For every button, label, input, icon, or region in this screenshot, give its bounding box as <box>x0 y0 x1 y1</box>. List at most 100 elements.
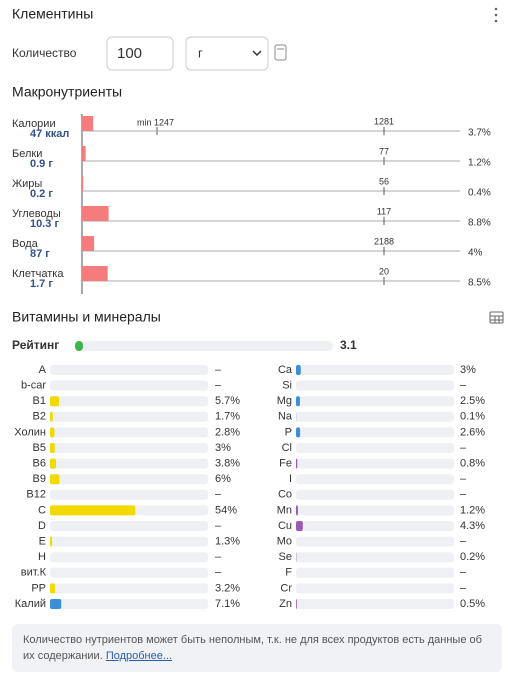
macros-title: Макронутриенты <box>12 84 122 100</box>
nutrient-value: 1.2% <box>460 504 485 516</box>
nutrient-name: Mg <box>277 395 292 407</box>
nutrient-value: 54% <box>215 504 237 516</box>
macro-name: Клетчатка <box>12 268 64 280</box>
norm-label: 2188 <box>374 236 394 246</box>
nutrient-name: Fe <box>279 458 292 470</box>
macro-amount: 10.3 г <box>30 218 59 230</box>
nutrient-track <box>296 567 454 578</box>
nutrient-value: – <box>460 489 467 501</box>
nutrient-name: D <box>38 520 46 532</box>
macro-amount: 47 ккал <box>30 128 69 140</box>
nutrient-name: H <box>38 551 46 563</box>
nutrient-bar <box>50 427 55 438</box>
nutrient-track <box>296 411 454 422</box>
macro-bar <box>82 266 108 281</box>
menu[interactable] <box>494 7 498 23</box>
nutrient-track <box>296 427 454 438</box>
unit-select[interactable] <box>185 36 269 71</box>
nutrient-bar <box>296 365 301 375</box>
nutrient-value: 7.1% <box>215 598 240 610</box>
nutrient-bar <box>50 458 57 469</box>
min-label: min 1247 <box>137 117 174 127</box>
nutrient-track <box>50 567 208 578</box>
nutrient-name: Cl <box>282 442 292 454</box>
nutrient-bar <box>296 427 301 438</box>
nutrient-value: 0.2% <box>460 551 485 563</box>
nutrient-name: Холин <box>14 426 46 438</box>
nutrient-bar <box>50 474 60 485</box>
macro-percent: 8.5% <box>468 278 491 289</box>
nutrient-track <box>296 489 454 500</box>
nutrient-value: – <box>215 567 222 579</box>
norm-label: 117 <box>377 206 391 216</box>
nutrient-bar <box>50 536 53 547</box>
nutrient-name: Mn <box>277 504 292 516</box>
nutrient-value: – <box>215 489 222 501</box>
nutrient-track <box>296 521 454 531</box>
nutrient-value: 2.5% <box>460 395 485 407</box>
nutrient-value: – <box>460 582 467 594</box>
nutrient-track <box>50 443 208 453</box>
calculator[interactable] <box>274 44 287 61</box>
notice-text: Количество нутриентов может быть неполны… <box>23 634 482 662</box>
nutrient-track <box>50 552 208 563</box>
nutrient-value: 0.8% <box>460 458 485 470</box>
nutrient-bar <box>296 505 298 516</box>
macro-percent: 8.8% <box>468 218 491 229</box>
nutrient-value: – <box>215 520 222 532</box>
more-link[interactable]: Подробнее... <box>105 650 173 662</box>
quantity-input[interactable] <box>106 36 174 71</box>
macro-percent: 1.2% <box>468 158 491 169</box>
macro-name: Жиры <box>12 178 42 190</box>
nutrient-track <box>50 411 208 422</box>
nutrient-value: 6% <box>215 473 231 485</box>
nutrient-bar <box>296 599 297 609</box>
nutrient-value: 2.8% <box>215 426 240 438</box>
nutrient-track <box>50 521 208 531</box>
nutrient-name: Калий <box>15 598 46 610</box>
nutrient-track <box>296 380 454 391</box>
nutrient-name: F <box>285 567 292 579</box>
table-icon[interactable] <box>489 311 504 324</box>
nutrient-name: A <box>39 364 47 376</box>
macro-name: Калории <box>12 118 56 130</box>
macro-bar <box>82 236 95 251</box>
nutrient-name: Se <box>279 551 292 563</box>
macro-name: Углеводы <box>12 208 61 220</box>
macro-percent: 4% <box>468 248 483 259</box>
nutrient-track <box>50 427 208 438</box>
nutrient-track <box>50 536 208 547</box>
nutrient-track <box>50 396 208 407</box>
nutrient-track <box>50 365 208 375</box>
macro-bar <box>82 116 94 131</box>
rating-label: Рейтинг <box>12 338 59 352</box>
unit-value: г <box>198 45 203 60</box>
rating-track <box>75 341 333 351</box>
nutrient-name: Si <box>282 380 292 392</box>
nutrient-name: Cu <box>278 520 292 532</box>
nutrient-name: Mo <box>277 536 292 548</box>
nutrient-bar <box>50 505 136 516</box>
nutrient-value: 3% <box>460 364 476 376</box>
nutrient-name: P <box>285 426 292 438</box>
nutrient-bar <box>296 458 298 469</box>
norm-label: 56 <box>379 176 389 186</box>
nutrient-bar <box>50 396 60 407</box>
nutrient-track <box>296 365 454 375</box>
nutrient-track <box>296 396 454 407</box>
nutrient-name: Na <box>278 411 293 423</box>
nutrient-value: 5.7% <box>215 395 240 407</box>
macro-bar <box>82 206 109 221</box>
nutrient-track <box>296 552 454 563</box>
chevron <box>252 50 262 57</box>
macro-name: Вода <box>12 238 39 250</box>
macro-percent: 3.7% <box>468 128 491 139</box>
notice: Количество нутриентов может быть неполны… <box>12 624 502 672</box>
nutrient-track <box>50 599 208 609</box>
nutrient-value: 1.7% <box>215 411 240 423</box>
norm-label: 77 <box>379 146 389 156</box>
nutrient-name: b-car <box>21 380 46 392</box>
nutrient-track <box>50 489 208 500</box>
